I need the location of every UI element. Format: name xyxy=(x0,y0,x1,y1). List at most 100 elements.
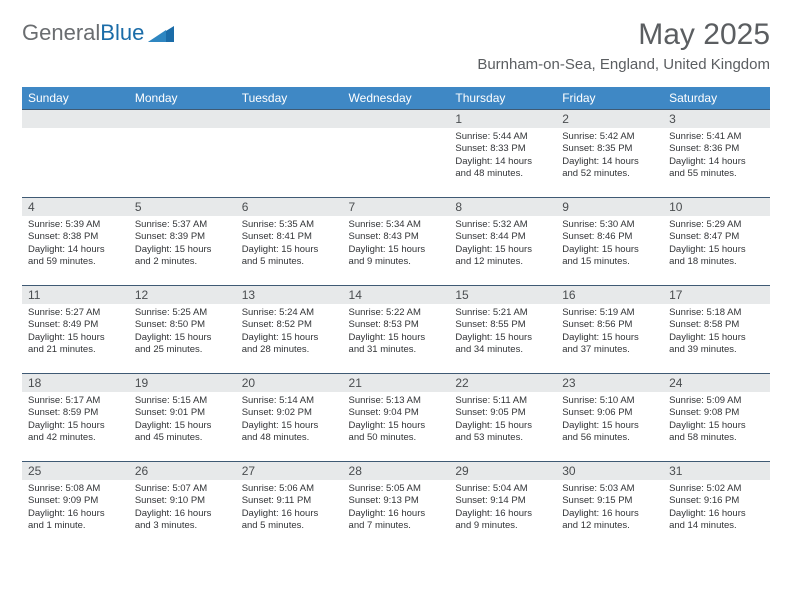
page-title: May 2025 xyxy=(477,18,770,52)
calendar-day-cell: 8Sunrise: 5:32 AMSunset: 8:44 PMDaylight… xyxy=(449,198,556,286)
day-info: Sunrise: 5:05 AMSunset: 9:13 PMDaylight:… xyxy=(343,480,450,536)
calendar-day-cell xyxy=(236,110,343,198)
calendar-day-cell: 1Sunrise: 5:44 AMSunset: 8:33 PMDaylight… xyxy=(449,110,556,198)
day-info: Sunrise: 5:42 AMSunset: 8:35 PMDaylight:… xyxy=(556,128,663,184)
calendar-day-cell: 12Sunrise: 5:25 AMSunset: 8:50 PMDayligh… xyxy=(129,286,236,374)
day-number: 21 xyxy=(343,374,450,392)
day-info: Sunrise: 5:30 AMSunset: 8:46 PMDaylight:… xyxy=(556,216,663,272)
day-info: Sunrise: 5:09 AMSunset: 9:08 PMDaylight:… xyxy=(663,392,770,448)
day-info: Sunrise: 5:29 AMSunset: 8:47 PMDaylight:… xyxy=(663,216,770,272)
day-number: 28 xyxy=(343,462,450,480)
day-info: Sunrise: 5:03 AMSunset: 9:15 PMDaylight:… xyxy=(556,480,663,536)
day-number: 5 xyxy=(129,198,236,216)
calendar-day-cell: 2Sunrise: 5:42 AMSunset: 8:35 PMDaylight… xyxy=(556,110,663,198)
day-number: 19 xyxy=(129,374,236,392)
day-number: 11 xyxy=(22,286,129,304)
weekday-header: Saturday xyxy=(663,87,770,110)
day-number: 17 xyxy=(663,286,770,304)
calendar-day-cell: 5Sunrise: 5:37 AMSunset: 8:39 PMDaylight… xyxy=(129,198,236,286)
calendar-day-cell: 9Sunrise: 5:30 AMSunset: 8:46 PMDaylight… xyxy=(556,198,663,286)
day-number: 20 xyxy=(236,374,343,392)
day-number: 29 xyxy=(449,462,556,480)
day-info: Sunrise: 5:39 AMSunset: 8:38 PMDaylight:… xyxy=(22,216,129,272)
day-info: Sunrise: 5:37 AMSunset: 8:39 PMDaylight:… xyxy=(129,216,236,272)
day-info: Sunrise: 5:19 AMSunset: 8:56 PMDaylight:… xyxy=(556,304,663,360)
day-info: Sunrise: 5:25 AMSunset: 8:50 PMDaylight:… xyxy=(129,304,236,360)
day-info: Sunrise: 5:34 AMSunset: 8:43 PMDaylight:… xyxy=(343,216,450,272)
day-info: Sunrise: 5:13 AMSunset: 9:04 PMDaylight:… xyxy=(343,392,450,448)
day-info: Sunrise: 5:04 AMSunset: 9:14 PMDaylight:… xyxy=(449,480,556,536)
day-info: Sunrise: 5:21 AMSunset: 8:55 PMDaylight:… xyxy=(449,304,556,360)
day-number: 26 xyxy=(129,462,236,480)
day-number: 9 xyxy=(556,198,663,216)
day-number xyxy=(343,110,450,128)
calendar-day-cell: 13Sunrise: 5:24 AMSunset: 8:52 PMDayligh… xyxy=(236,286,343,374)
weekday-header: Monday xyxy=(129,87,236,110)
day-number: 3 xyxy=(663,110,770,128)
calendar-day-cell: 23Sunrise: 5:10 AMSunset: 9:06 PMDayligh… xyxy=(556,374,663,462)
brand-part1: General xyxy=(22,20,100,46)
weekday-header: Friday xyxy=(556,87,663,110)
calendar-week-row: 25Sunrise: 5:08 AMSunset: 9:09 PMDayligh… xyxy=(22,462,770,550)
day-info: Sunrise: 5:17 AMSunset: 8:59 PMDaylight:… xyxy=(22,392,129,448)
day-info: Sunrise: 5:41 AMSunset: 8:36 PMDaylight:… xyxy=(663,128,770,184)
day-number: 27 xyxy=(236,462,343,480)
calendar-day-cell: 25Sunrise: 5:08 AMSunset: 9:09 PMDayligh… xyxy=(22,462,129,550)
calendar-week-row: 4Sunrise: 5:39 AMSunset: 8:38 PMDaylight… xyxy=(22,198,770,286)
brand-part2: Blue xyxy=(100,20,144,46)
calendar-week-row: 18Sunrise: 5:17 AMSunset: 8:59 PMDayligh… xyxy=(22,374,770,462)
day-info: Sunrise: 5:15 AMSunset: 9:01 PMDaylight:… xyxy=(129,392,236,448)
calendar-day-cell: 6Sunrise: 5:35 AMSunset: 8:41 PMDaylight… xyxy=(236,198,343,286)
calendar-day-cell: 19Sunrise: 5:15 AMSunset: 9:01 PMDayligh… xyxy=(129,374,236,462)
weekday-header-row: Sunday Monday Tuesday Wednesday Thursday… xyxy=(22,87,770,110)
day-number: 31 xyxy=(663,462,770,480)
calendar-day-cell: 24Sunrise: 5:09 AMSunset: 9:08 PMDayligh… xyxy=(663,374,770,462)
calendar-day-cell: 31Sunrise: 5:02 AMSunset: 9:16 PMDayligh… xyxy=(663,462,770,550)
day-info: Sunrise: 5:22 AMSunset: 8:53 PMDaylight:… xyxy=(343,304,450,360)
day-number xyxy=(22,110,129,128)
brand-triangle-icon xyxy=(148,24,174,42)
day-number: 10 xyxy=(663,198,770,216)
calendar-day-cell xyxy=(22,110,129,198)
day-info: Sunrise: 5:18 AMSunset: 8:58 PMDaylight:… xyxy=(663,304,770,360)
day-number: 2 xyxy=(556,110,663,128)
calendar-day-cell: 10Sunrise: 5:29 AMSunset: 8:47 PMDayligh… xyxy=(663,198,770,286)
weekday-header: Tuesday xyxy=(236,87,343,110)
weekday-header: Thursday xyxy=(449,87,556,110)
day-number: 4 xyxy=(22,198,129,216)
day-info: Sunrise: 5:10 AMSunset: 9:06 PMDaylight:… xyxy=(556,392,663,448)
calendar-day-cell xyxy=(129,110,236,198)
calendar-week-row: 1Sunrise: 5:44 AMSunset: 8:33 PMDaylight… xyxy=(22,110,770,198)
calendar-day-cell: 7Sunrise: 5:34 AMSunset: 8:43 PMDaylight… xyxy=(343,198,450,286)
day-number: 8 xyxy=(449,198,556,216)
calendar-day-cell: 16Sunrise: 5:19 AMSunset: 8:56 PMDayligh… xyxy=(556,286,663,374)
day-number: 7 xyxy=(343,198,450,216)
calendar-day-cell: 30Sunrise: 5:03 AMSunset: 9:15 PMDayligh… xyxy=(556,462,663,550)
day-number: 13 xyxy=(236,286,343,304)
brand-logo: GeneralBlue xyxy=(22,18,174,46)
calendar-day-cell: 20Sunrise: 5:14 AMSunset: 9:02 PMDayligh… xyxy=(236,374,343,462)
day-number: 24 xyxy=(663,374,770,392)
day-info: Sunrise: 5:27 AMSunset: 8:49 PMDaylight:… xyxy=(22,304,129,360)
day-number: 25 xyxy=(22,462,129,480)
calendar-day-cell xyxy=(343,110,450,198)
calendar-day-cell: 28Sunrise: 5:05 AMSunset: 9:13 PMDayligh… xyxy=(343,462,450,550)
calendar-day-cell: 22Sunrise: 5:11 AMSunset: 9:05 PMDayligh… xyxy=(449,374,556,462)
calendar-day-cell: 11Sunrise: 5:27 AMSunset: 8:49 PMDayligh… xyxy=(22,286,129,374)
day-info: Sunrise: 5:11 AMSunset: 9:05 PMDaylight:… xyxy=(449,392,556,448)
calendar-table: Sunday Monday Tuesday Wednesday Thursday… xyxy=(22,87,770,550)
weekday-header: Sunday xyxy=(22,87,129,110)
page-subtitle: Burnham-on-Sea, England, United Kingdom xyxy=(477,56,770,73)
day-number: 16 xyxy=(556,286,663,304)
day-number: 14 xyxy=(343,286,450,304)
day-info: Sunrise: 5:24 AMSunset: 8:52 PMDaylight:… xyxy=(236,304,343,360)
day-info: Sunrise: 5:08 AMSunset: 9:09 PMDaylight:… xyxy=(22,480,129,536)
day-number: 1 xyxy=(449,110,556,128)
day-info: Sunrise: 5:35 AMSunset: 8:41 PMDaylight:… xyxy=(236,216,343,272)
day-info: Sunrise: 5:06 AMSunset: 9:11 PMDaylight:… xyxy=(236,480,343,536)
day-info: Sunrise: 5:14 AMSunset: 9:02 PMDaylight:… xyxy=(236,392,343,448)
day-number: 30 xyxy=(556,462,663,480)
day-number: 22 xyxy=(449,374,556,392)
day-info: Sunrise: 5:07 AMSunset: 9:10 PMDaylight:… xyxy=(129,480,236,536)
calendar-day-cell: 4Sunrise: 5:39 AMSunset: 8:38 PMDaylight… xyxy=(22,198,129,286)
